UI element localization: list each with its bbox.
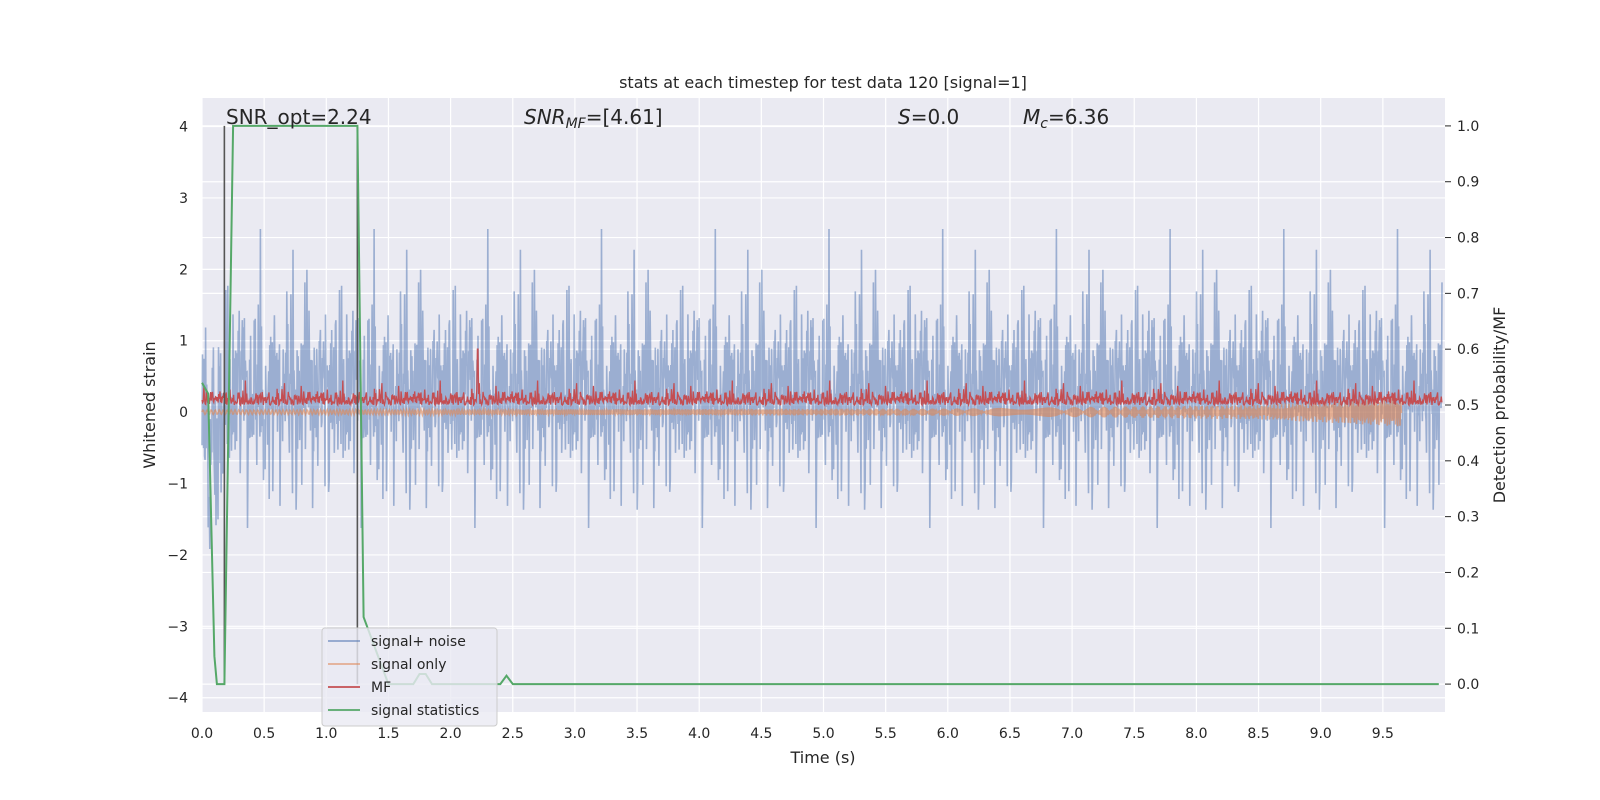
x-tick-label: 2.0 <box>439 726 461 742</box>
legend-box <box>321 627 498 727</box>
y-right-tick-label: 0.0 <box>1457 677 1479 693</box>
y-tick-label: 1 <box>179 334 188 350</box>
x-tick-label: 5.0 <box>812 726 834 742</box>
x-tick-label: 4.5 <box>750 726 772 742</box>
mc-annotation: Mc=6.36 <box>1023 105 1109 132</box>
legend-label-signal-statistics: signal statistics <box>371 703 479 719</box>
legend-label-mf: MF <box>371 680 391 696</box>
series-mf-line <box>201 348 1443 408</box>
y-tick-label: 2 <box>179 262 188 278</box>
y-tick-label: −3 <box>167 619 188 635</box>
snr-mf-tail: =[4.61] <box>586 105 663 129</box>
x-tick-label: 6.5 <box>999 726 1021 742</box>
snr-mf-base: SNR <box>524 105 566 129</box>
s-tail: =0.0 <box>911 105 960 129</box>
snr-mf-sub: MF <box>566 116 587 132</box>
ticks: 0.0 0.5 1.0 1.5 2.0 2.5 3.0 3.5 4.0 4.5 5.0 5.5 6.0 6… <box>167 119 1479 742</box>
s-annotation: S=0.0 <box>898 105 959 129</box>
legend-label-signal-noise: signal+ noise <box>371 634 466 650</box>
y-right-tick-label: 0.5 <box>1457 398 1479 414</box>
y-right-tick-label: 0.2 <box>1457 565 1479 581</box>
x-tick-label: 2.5 <box>502 726 524 742</box>
chart-title: stats at each timestep for test data 120… <box>619 73 1027 92</box>
y-right-tick-label: 0.3 <box>1457 510 1479 526</box>
x-axis-label: Time (s) <box>789 748 855 767</box>
y-tick-label: 3 <box>179 191 188 207</box>
y-right-tick-label: 0.1 <box>1457 621 1479 637</box>
y-tick-label: −4 <box>167 691 188 707</box>
y-right-tick-label: 0.6 <box>1457 342 1479 358</box>
x-tick-label: 9.0 <box>1310 726 1332 742</box>
mc-sub: c <box>1040 116 1048 132</box>
legend-label-signal-only: signal only <box>371 657 446 673</box>
x-tick-label: 4.0 <box>688 726 710 742</box>
x-tick-label: 6.0 <box>937 726 959 742</box>
mc-base: M <box>1023 105 1040 129</box>
y-tick-label: −1 <box>167 477 188 493</box>
y-right-tick-label: 0.4 <box>1457 454 1479 470</box>
x-tick-label: 3.5 <box>626 726 648 742</box>
x-tick-label: 5.5 <box>875 726 897 742</box>
x-tick-label: 3.0 <box>564 726 586 742</box>
x-tick-label: 7.5 <box>1123 726 1145 742</box>
x-tick-label: 8.0 <box>1185 726 1207 742</box>
y-right-tick-label: 0.9 <box>1457 175 1479 191</box>
snr-opt-annotation: SNR_opt=2.24 <box>226 105 372 129</box>
y-right-axis-label: Detection probability/MF <box>1490 307 1509 504</box>
series-layer <box>201 124 1443 686</box>
x-tick-label: 9.5 <box>1372 726 1394 742</box>
x-tick-label: 1.5 <box>377 726 399 742</box>
legend: signal+ noise signal only MF signal stat… <box>321 627 498 727</box>
y-right-tick-label: 1.0 <box>1457 119 1479 135</box>
s-base: S <box>898 105 911 129</box>
mc-tail: =6.36 <box>1048 105 1109 129</box>
y-tick-label: 4 <box>179 120 188 136</box>
x-tick-label: 7.0 <box>1061 726 1083 742</box>
x-tick-label: 8.5 <box>1247 726 1269 742</box>
x-tick-label: 0.5 <box>253 726 275 742</box>
snr-mf-annotation: SNRMF=[4.61] <box>524 105 663 132</box>
y-tick-label: 0 <box>179 405 188 421</box>
x-tick-label: 1.0 <box>315 726 337 742</box>
y-right-tick-label: 0.8 <box>1457 231 1479 247</box>
x-tick-label: 0.0 <box>191 726 213 742</box>
y-right-tick-label: 0.7 <box>1457 286 1479 302</box>
series-signal-only-line <box>201 398 1403 427</box>
y-tick-label: −2 <box>167 548 188 564</box>
y-axis-label: Whitened strain <box>140 341 159 468</box>
